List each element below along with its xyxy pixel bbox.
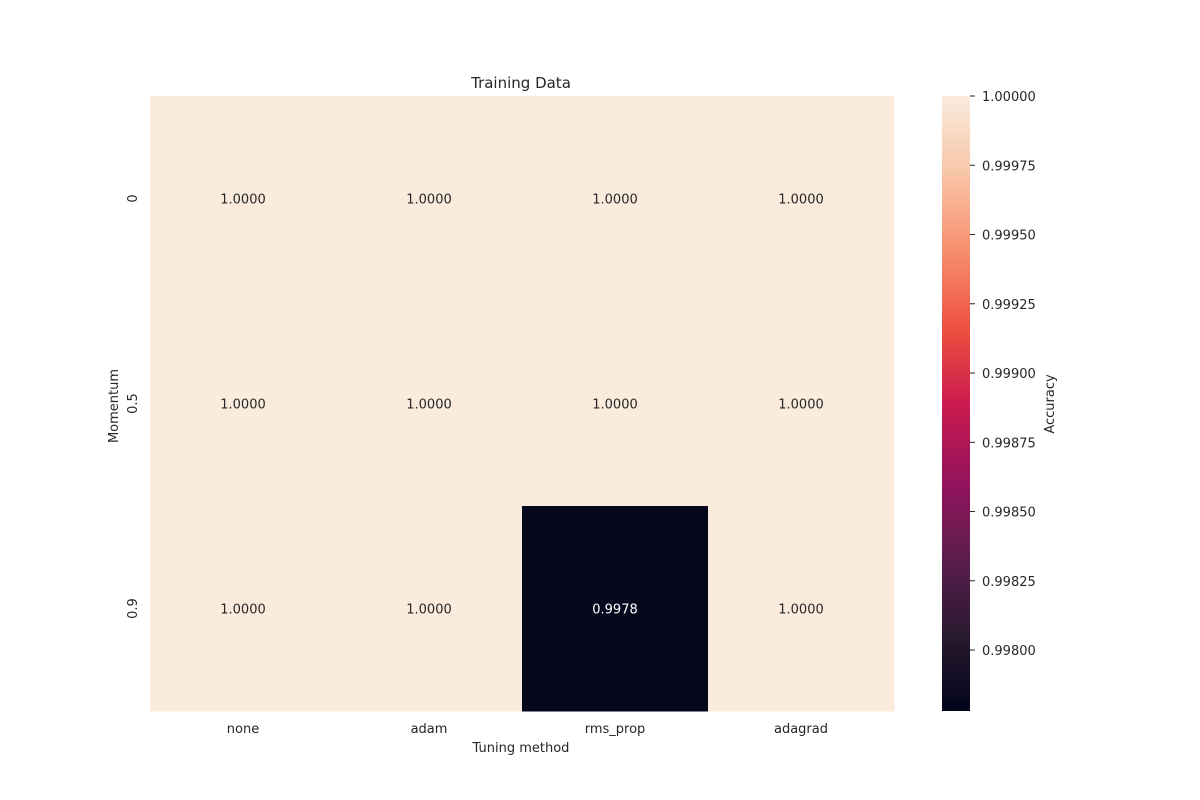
cell-value-label: 1.0000: [778, 193, 824, 208]
cell-value-label: 1.0000: [592, 193, 638, 208]
cell-value-label: 1.0000: [406, 603, 452, 618]
y-tick-labels: 0 0.5 0.9: [126, 194, 141, 618]
colorbar-tick-label: 0.99850: [982, 506, 1036, 521]
colorbar-tick-label: 0.99825: [982, 575, 1036, 590]
heatmap-cell: [150, 506, 337, 712]
colorbar-tick-label: 0.99950: [982, 229, 1036, 244]
x-axis-label: Tuning method: [472, 741, 570, 756]
cell-value-label: 1.0000: [778, 603, 824, 618]
cell-value-label: 1.0000: [406, 398, 452, 413]
colorbar-tick-label: 1.00000: [982, 90, 1036, 105]
cell-value-label: 0.9978: [592, 603, 638, 618]
colorbar-label: Accuracy: [1043, 374, 1058, 434]
colorbar: [942, 96, 970, 711]
heatmap-cell: [150, 96, 337, 302]
heatmap-cell: [150, 301, 337, 507]
colorbar-tick-label: 0.99900: [982, 367, 1036, 382]
heatmap-cell: [522, 96, 709, 302]
heatmap-cell-labels: 1.0000 1.0000 1.0000 1.0000 1.0000 1.0000 1.00…: [220, 193, 824, 618]
x-tick-label: adam: [411, 722, 448, 737]
cell-value-label: 1.0000: [220, 193, 266, 208]
x-tick-label: rms_prop: [585, 722, 646, 737]
colorbar-tick-label: 0.99800: [982, 644, 1036, 659]
x-tick-label: adagrad: [774, 722, 828, 737]
colorbar-tick-label: 0.99875: [982, 436, 1036, 451]
colorbar-ticks: 1.00000 0.99975 0.99950 0.99925 0.99900 0.998…: [970, 90, 1036, 659]
y-axis-label: Momentum: [107, 369, 122, 443]
cell-value-label: 1.0000: [220, 398, 266, 413]
cell-value-label: 1.0000: [778, 398, 824, 413]
y-tick-label: 0.9: [126, 598, 141, 619]
x-tick-label: none: [227, 722, 259, 737]
heatmap-cell: [708, 506, 895, 712]
heatmap-cell: [336, 96, 523, 302]
heatmap-cell: [708, 301, 895, 507]
cell-value-label: 1.0000: [220, 603, 266, 618]
heatmap-cell: [522, 301, 709, 507]
x-tick-labels: none adam rms_prop adagrad: [227, 722, 828, 737]
heatmap-cells: [150, 96, 895, 712]
heatmap-cell: [708, 96, 895, 302]
heatmap-cell: [522, 506, 709, 712]
cell-value-label: 1.0000: [406, 193, 452, 208]
y-tick-label: 0.5: [126, 393, 141, 414]
y-tick-label: 0: [126, 194, 141, 202]
heatmap-cell: [336, 506, 523, 712]
heatmap-cell: [336, 301, 523, 507]
chart-title: Training Data: [470, 74, 571, 92]
cell-value-label: 1.0000: [592, 398, 638, 413]
colorbar-tick-label: 0.99975: [982, 159, 1036, 174]
colorbar-tick-label: 0.99925: [982, 298, 1036, 313]
